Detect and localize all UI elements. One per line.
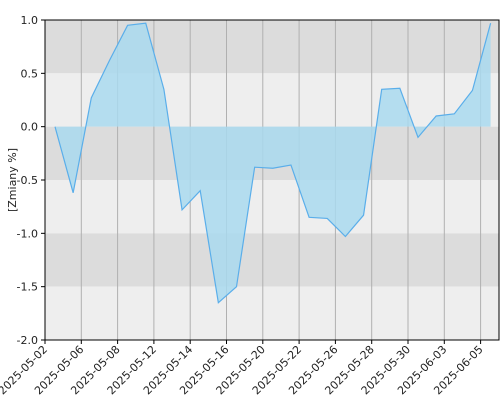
y-axis-label: [Zmiany %] [6,148,19,212]
y-tick-label: 0.5 [21,67,39,80]
band [45,180,499,234]
band [45,233,499,287]
y-tick-label: -0.5 [17,174,38,187]
y-tick-label: -1.0 [17,227,38,240]
plot-frame [44,19,500,341]
y-tick-label: 0.0 [21,121,39,134]
y-tick-label: -2.0 [17,334,38,347]
line [54,22,492,304]
band [45,286,499,340]
y-tick-label: -1.5 [17,281,38,294]
y-tick-label: 1.0 [21,14,39,27]
